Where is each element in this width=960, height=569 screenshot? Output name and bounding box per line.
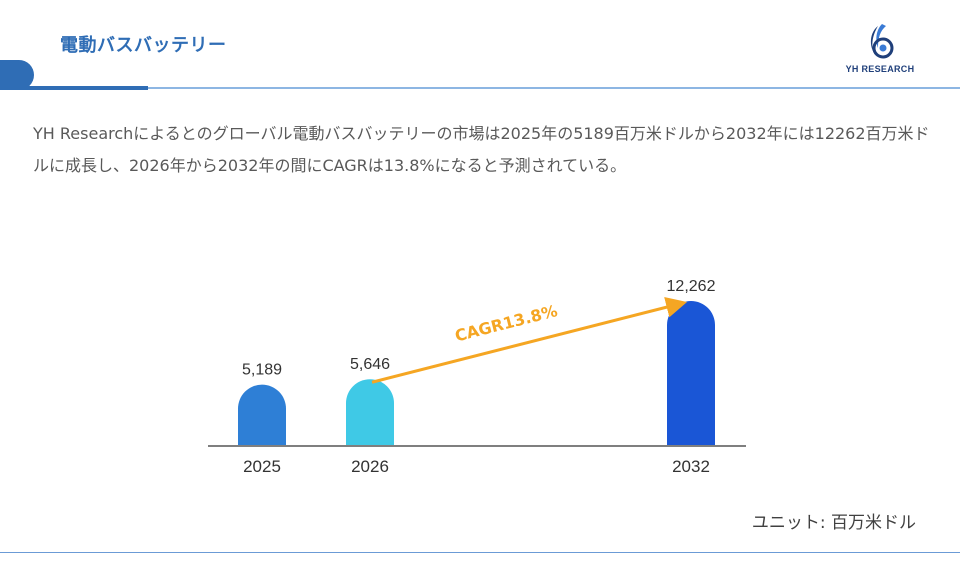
bar-2032: [667, 301, 715, 446]
footer-rule: [0, 552, 960, 553]
company-logo: YH RESEARCH: [834, 22, 926, 82]
category-label-2025: 2025: [243, 457, 281, 476]
value-label-2025: 5,189: [242, 362, 282, 379]
summary-text: YH Researchによるとのグローバル電動バスバッテリーの市場は2025年の…: [33, 124, 930, 175]
header-rule-accent: [0, 86, 148, 90]
header-tab-decoration: [0, 60, 34, 90]
logo-text: YH RESEARCH: [845, 64, 915, 74]
logo-mark-icon: [870, 24, 894, 59]
page-title: 電動バスバッテリー: [60, 35, 227, 56]
unit-label: ユニット: 百万米ドル: [751, 513, 916, 533]
category-label-2026: 2026: [351, 457, 389, 476]
value-label-2026: 5,646: [350, 356, 390, 373]
category-label-2032: 2032: [672, 457, 710, 476]
header-rule: [148, 87, 960, 89]
bar-2026: [346, 379, 394, 446]
bar-2025: [238, 384, 286, 446]
cagr-arrow: [371, 296, 688, 384]
value-label-2032: 12,262: [667, 278, 716, 295]
